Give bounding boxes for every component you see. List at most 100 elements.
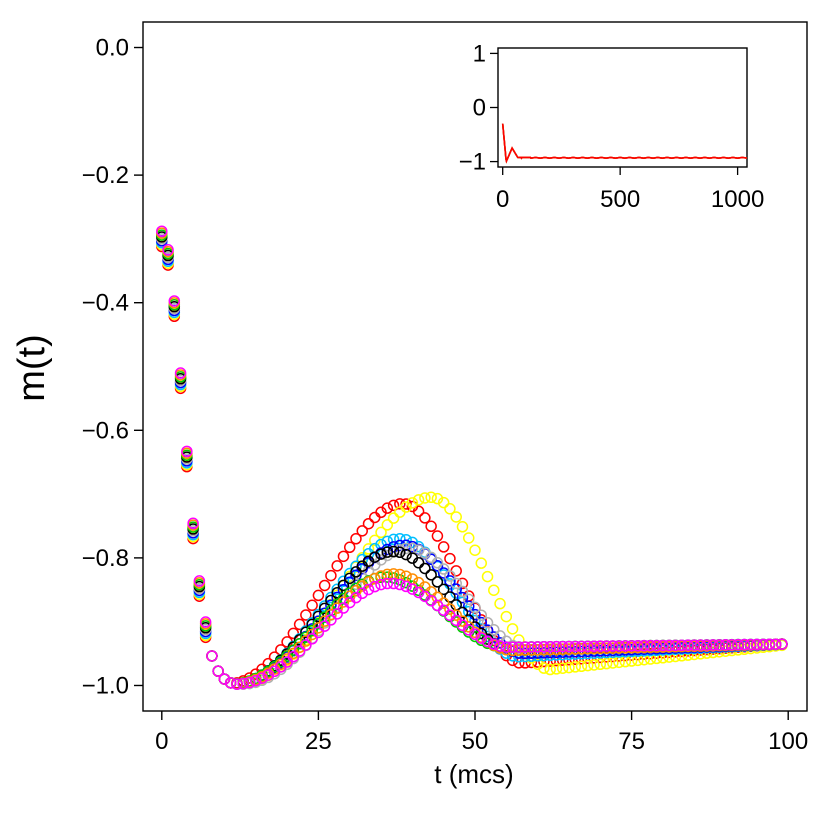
data-point	[600, 640, 613, 652]
data-point	[337, 596, 350, 608]
data-point	[582, 640, 594, 653]
data-point	[412, 557, 425, 569]
data-point	[506, 641, 519, 653]
data-point	[556, 640, 569, 653]
data-point	[450, 583, 462, 595]
inset-x-tick-label: 500	[600, 186, 640, 213]
data-point	[613, 640, 625, 652]
data-point	[293, 618, 306, 631]
data-point	[701, 639, 713, 651]
data-point	[632, 640, 644, 652]
data-point	[688, 639, 700, 651]
series-points	[156, 227, 788, 690]
data-point	[538, 643, 550, 656]
data-point	[400, 498, 412, 510]
data-point	[381, 577, 394, 590]
data-point	[437, 541, 450, 553]
data-point	[450, 511, 462, 523]
data-point	[481, 570, 494, 583]
data-point	[243, 676, 256, 689]
data-point	[525, 641, 538, 653]
data-point	[569, 661, 581, 673]
data-point	[318, 615, 331, 627]
data-point	[481, 624, 494, 636]
data-point	[318, 611, 331, 623]
data-point	[350, 560, 362, 573]
x-tick-label: 0	[155, 728, 168, 755]
data-point	[400, 576, 412, 589]
data-point	[513, 641, 525, 653]
data-point	[419, 492, 431, 504]
data-point	[256, 672, 268, 684]
main-y-axis: 0.0 −0.2 −0.4 −0.6 −0.8 −1.0	[82, 35, 143, 699]
data-point	[431, 492, 444, 505]
data-point	[469, 628, 481, 641]
data-point	[343, 541, 356, 554]
data-point	[306, 599, 318, 612]
data-point	[356, 587, 368, 600]
data-point	[531, 641, 544, 653]
data-point	[513, 644, 525, 656]
data-point	[212, 665, 224, 677]
data-point	[644, 639, 657, 652]
data-point	[181, 445, 193, 458]
data-point	[475, 557, 488, 569]
data-point	[300, 631, 312, 643]
data-point	[425, 569, 437, 581]
y-tick-label: −0.4	[82, 290, 129, 317]
data-point	[375, 578, 387, 591]
data-point	[331, 583, 343, 596]
data-point	[456, 591, 469, 604]
data-point	[156, 225, 168, 237]
inset-y-tick-label: −1	[459, 149, 486, 176]
data-point	[456, 521, 469, 533]
data-point	[450, 577, 462, 590]
data-point	[600, 657, 613, 670]
data-point	[412, 494, 425, 506]
data-point	[412, 505, 425, 517]
data-point	[356, 553, 368, 566]
data-point	[331, 602, 343, 614]
inset-y-axis: 1 0 −1	[459, 40, 498, 176]
data-point	[475, 632, 488, 644]
data-point	[325, 569, 337, 582]
data-point	[174, 367, 187, 379]
data-point	[431, 559, 444, 572]
data-point	[575, 660, 588, 673]
data-point	[594, 640, 607, 652]
data-point	[318, 579, 331, 592]
data-point	[719, 639, 732, 651]
data-point	[437, 597, 450, 609]
data-point	[763, 638, 776, 651]
data-point	[694, 639, 707, 651]
data-point	[500, 641, 513, 653]
y-tick-label: 0.0	[96, 35, 129, 62]
data-point	[450, 565, 462, 577]
data-point	[469, 601, 481, 614]
data-point	[776, 638, 788, 650]
data-point	[362, 555, 375, 567]
x-tick-label: 75	[618, 728, 645, 755]
data-point	[369, 511, 381, 524]
x-tick-label: 25	[305, 728, 332, 755]
data-point	[462, 600, 475, 612]
data-point	[362, 583, 375, 596]
data-point	[350, 566, 362, 578]
data-point	[538, 641, 550, 653]
data-point	[400, 580, 412, 593]
data-point	[456, 606, 469, 619]
series-points	[156, 231, 788, 690]
data-point	[619, 640, 632, 652]
data-point	[525, 647, 538, 660]
data-point	[375, 526, 387, 539]
x-tick-label: 100	[768, 728, 808, 755]
data-point	[300, 626, 312, 639]
data-point	[394, 578, 406, 591]
data-point	[594, 658, 607, 671]
y-tick-label: −1.0	[82, 672, 129, 699]
data-point	[481, 616, 494, 629]
data-point	[293, 645, 306, 657]
data-point	[312, 589, 325, 602]
data-point	[444, 591, 456, 603]
data-point	[444, 570, 456, 582]
